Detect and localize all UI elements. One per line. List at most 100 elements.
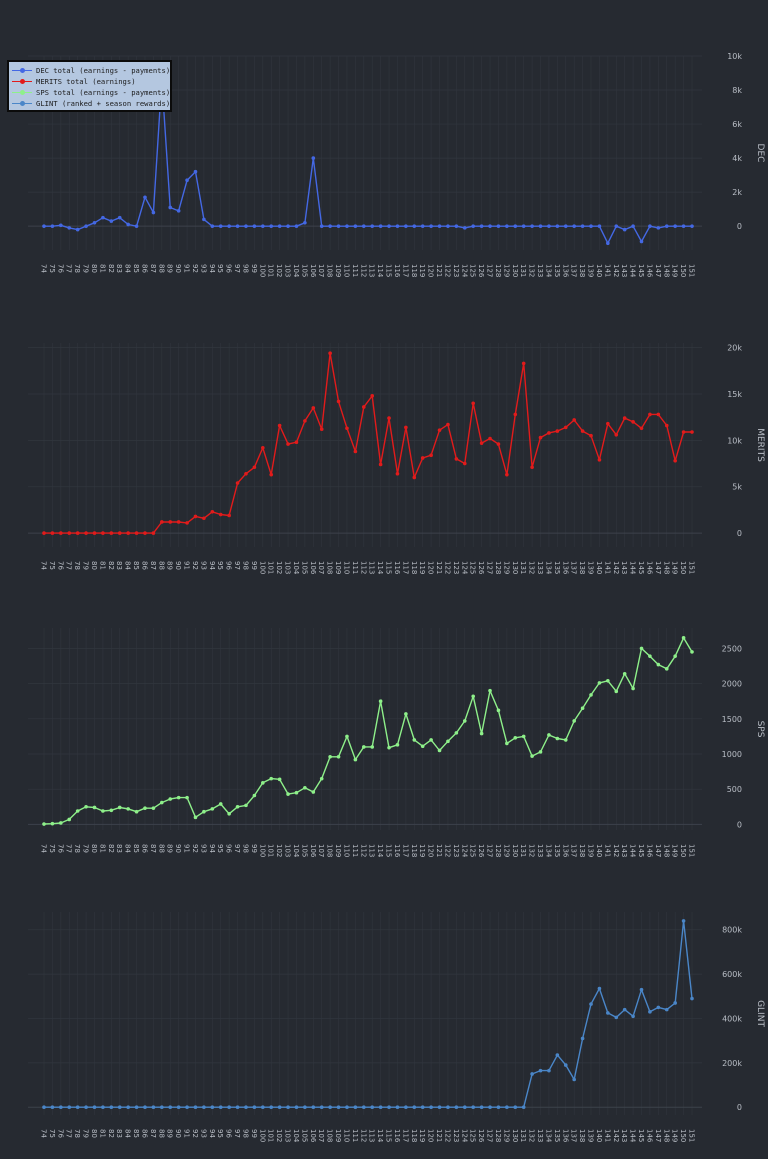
x-tick-label: 127	[486, 561, 494, 574]
x-tick-label: 133	[536, 844, 544, 857]
x-tick-label: 99	[250, 844, 258, 853]
x-tick-label: 98	[241, 1129, 249, 1138]
x-tick-label: 123	[452, 264, 460, 277]
x-tick-label: 126	[477, 1129, 485, 1143]
x-tick-label: 120	[427, 264, 435, 277]
data-point	[75, 809, 80, 813]
x-tick-label: 90	[174, 1129, 182, 1138]
data-point	[235, 224, 240, 228]
x-tick-label: 144	[629, 561, 637, 575]
data-point	[202, 516, 206, 521]
data-point	[311, 406, 316, 410]
data-point	[387, 416, 391, 420]
data-point	[202, 217, 206, 222]
x-tick-label: 150	[679, 264, 687, 277]
data-point	[454, 457, 459, 461]
data-point	[395, 743, 400, 747]
x-tick-label: 135	[553, 1129, 561, 1142]
y-tick-label: 2k	[732, 188, 742, 197]
data-point	[277, 1105, 282, 1110]
x-tick-label: 128	[494, 844, 502, 857]
x-tick-label: 122	[443, 1129, 451, 1142]
x-tick-label: 98	[241, 264, 249, 273]
data-point	[328, 351, 332, 356]
x-tick-label: 91	[183, 561, 191, 570]
data-point	[202, 809, 206, 814]
x-tick-label: 142	[612, 561, 620, 574]
data-point	[277, 224, 282, 228]
chart-legend[interactable]: DEC total (earnings - payments) MERITS to…	[7, 60, 172, 112]
data-point	[311, 790, 316, 794]
x-tick-label: 149	[671, 844, 679, 857]
legend-item[interactable]: SPS total (earnings - payments)	[12, 87, 170, 98]
data-point	[681, 636, 686, 640]
x-tick-label: 98	[241, 844, 249, 853]
data-point	[429, 738, 433, 742]
x-tick-label: 97	[233, 1129, 241, 1138]
data-point	[496, 708, 501, 713]
x-tick-label: 85	[132, 561, 140, 570]
x-tick-label: 94	[208, 561, 216, 570]
data-point	[622, 1007, 627, 1012]
x-tick-label: 129	[502, 264, 510, 277]
data-point	[378, 699, 383, 703]
x-tick-label: 112	[359, 264, 367, 277]
data-point	[361, 1105, 366, 1110]
x-tick-label: 97	[233, 264, 241, 273]
data-point	[530, 754, 534, 758]
data-point	[505, 472, 509, 477]
x-tick-label: 108	[326, 264, 334, 277]
data-point	[521, 224, 526, 228]
data-point	[681, 224, 686, 228]
data-point	[319, 1105, 324, 1110]
data-point	[429, 1105, 433, 1110]
data-point	[193, 169, 198, 174]
x-tick-label: 115	[385, 264, 393, 277]
data-point	[395, 224, 400, 228]
data-point	[143, 806, 147, 810]
x-tick-label: 141	[603, 561, 611, 574]
x-tick-label: 140	[595, 844, 603, 857]
data-point	[370, 224, 375, 228]
data-point	[488, 436, 492, 441]
x-tick-label: 138	[578, 561, 586, 574]
x-tick-label: 125	[469, 561, 477, 574]
data-point	[395, 471, 400, 476]
x-tick-label: 145	[637, 844, 645, 857]
data-point	[303, 1105, 307, 1110]
x-tick-label: 86	[140, 1129, 148, 1138]
data-point	[345, 224, 349, 228]
x-tick-label: 105	[300, 561, 308, 574]
x-tick-label: 147	[654, 561, 662, 574]
legend-item[interactable]: MERITS total (earnings)	[12, 76, 167, 87]
x-tick-label: 131	[519, 561, 527, 574]
data-point	[555, 736, 560, 741]
x-tick-label: 84	[124, 844, 132, 853]
data-point	[606, 678, 610, 683]
x-tick-label: 87	[149, 1129, 157, 1138]
data-point	[353, 449, 358, 454]
data-point	[286, 1105, 290, 1110]
data-point	[437, 748, 442, 753]
data-point	[454, 224, 459, 228]
x-tick-label: 143	[620, 264, 628, 277]
x-tick-label: 133	[536, 561, 544, 574]
data-point	[496, 442, 501, 446]
data-point	[84, 224, 88, 228]
data-point	[664, 1007, 669, 1012]
legend-item[interactable]: GLINT (ranked + season rewards)	[12, 98, 170, 109]
data-point	[412, 1105, 417, 1110]
data-point	[319, 224, 324, 228]
y-tick-label: 1000	[722, 750, 742, 759]
x-tick-label: 82	[107, 844, 115, 853]
data-point	[286, 442, 290, 446]
data-point	[664, 423, 669, 428]
data-point	[538, 435, 543, 440]
y-tick-label: 1500	[722, 715, 742, 724]
legend-item[interactable]: DEC total (earnings - payments)	[12, 65, 170, 76]
x-tick-label: 104	[292, 264, 300, 278]
x-tick-label: 103	[284, 844, 292, 857]
x-tick-label: 139	[587, 264, 595, 277]
x-tick-label: 104	[292, 844, 300, 858]
